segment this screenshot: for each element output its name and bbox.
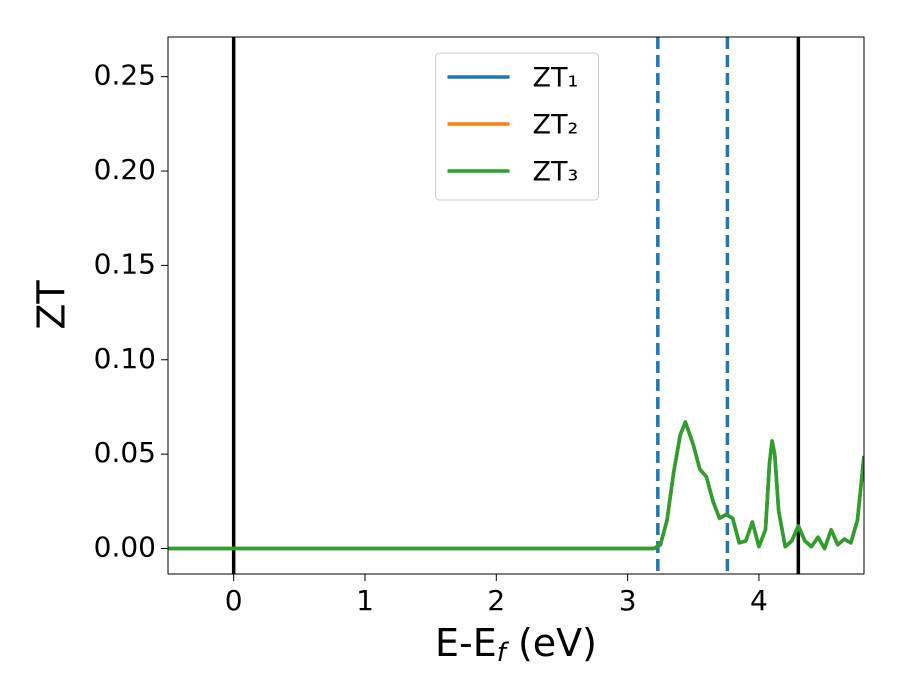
y-tick-label: 0.10 xyxy=(94,342,156,375)
x-label-main: E-E xyxy=(435,621,497,665)
y-tick-label: 0.05 xyxy=(94,436,156,469)
data-line xyxy=(168,420,864,551)
x-label-unit: (eV) xyxy=(506,621,597,665)
x-tick-label: 2 xyxy=(487,584,505,617)
plot-frame xyxy=(167,36,865,575)
x-tick-label: 0 xyxy=(225,584,243,617)
legend-label: ZT₁ xyxy=(533,63,579,94)
x-axis-label: E-Ef (eV) xyxy=(435,621,597,668)
legend-label: ZT₂ xyxy=(533,110,579,141)
x-tick-label: 4 xyxy=(750,584,768,617)
y-axis-label: ZT xyxy=(30,280,74,330)
y-tick-label: 0.20 xyxy=(94,153,156,186)
x-tick-label: 3 xyxy=(619,584,637,617)
y-tick-label: 0.15 xyxy=(94,247,156,280)
x-tick-label: 1 xyxy=(356,584,374,617)
y-tick-label: 0.00 xyxy=(94,531,156,564)
legend-label: ZT₃ xyxy=(533,157,579,188)
legend-box xyxy=(435,52,599,201)
y-tick-label: 0.25 xyxy=(94,59,156,92)
